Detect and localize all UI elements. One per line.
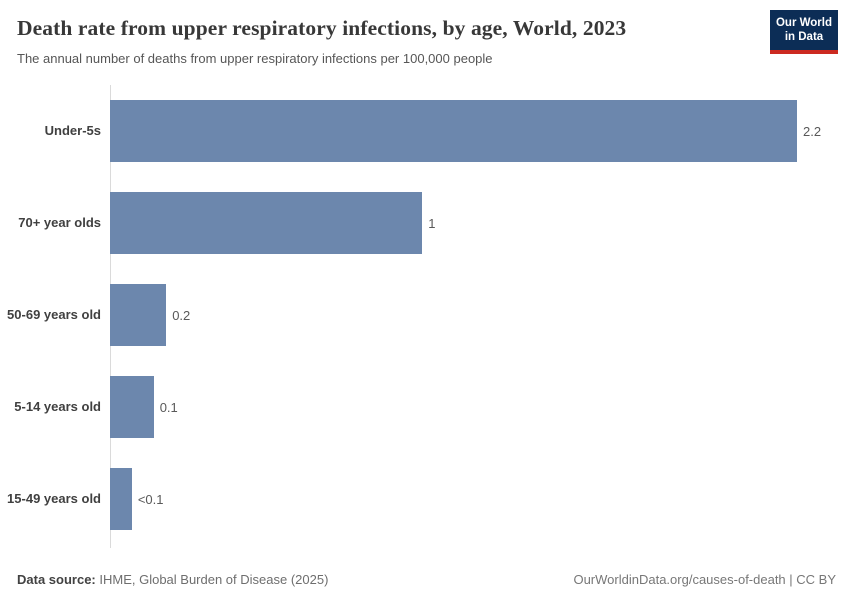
- data-source-label: Data source:: [17, 572, 96, 587]
- value-label: 0.1: [159, 399, 178, 415]
- bar[interactable]: [110, 376, 154, 438]
- bar-row: Under-5s 2.2: [0, 85, 850, 177]
- bar-track: 1: [110, 192, 797, 254]
- value-label: 2.2: [803, 123, 822, 139]
- bar-track: 0.2: [110, 284, 797, 346]
- bar[interactable]: [110, 284, 167, 346]
- value-label: 0.2: [172, 307, 191, 323]
- owid-logo[interactable]: Our World in Data: [770, 10, 838, 54]
- bar-track: <0.1: [110, 468, 797, 530]
- category-label: 5-14 years old: [14, 399, 101, 415]
- chart-title: Death rate from upper respiratory infect…: [17, 16, 627, 40]
- category-label: 15-49 years old: [7, 491, 101, 507]
- bar-row: 70+ year olds 1: [0, 177, 850, 269]
- bar[interactable]: [110, 468, 132, 530]
- data-source-value: IHME, Global Burden of Disease (2025): [95, 572, 329, 587]
- value-label: <0.1: [137, 491, 164, 507]
- chart-footer: Data source: IHME, Global Burden of Dise…: [17, 572, 836, 587]
- bar-rows: Under-5s 2.2 70+ year olds 1 50-69 years old…: [0, 85, 850, 545]
- bar-row: 50-69 years old 0.2: [0, 269, 850, 361]
- bar-track: 0.1: [110, 376, 797, 438]
- bar-track: 2.2: [110, 100, 821, 162]
- data-source: Data source: IHME, Global Burden of Dise…: [17, 572, 328, 587]
- owid-logo-line2: in Data: [784, 31, 824, 44]
- bar-chart-plot: Under-5s 2.2 70+ year olds 1 50-69 years old…: [0, 85, 850, 548]
- bar-row: 15-49 years old <0.1: [0, 453, 850, 545]
- chart-subtitle: The annual number of deaths from upper r…: [17, 50, 493, 66]
- owid-logo-line1: Our World: [775, 17, 832, 29]
- category-label: Under-5s: [44, 123, 101, 139]
- credit-link[interactable]: OurWorldinData.org/causes-of-death | CC …: [573, 572, 836, 587]
- chart-header: Death rate from upper respiratory infect…: [17, 16, 755, 68]
- bar[interactable]: [110, 192, 423, 254]
- category-label: 70+ year olds: [18, 215, 101, 231]
- value-label: 1: [428, 215, 436, 231]
- bar-row: 5-14 years old 0.1: [0, 361, 850, 453]
- category-label: 50-69 years old: [7, 307, 101, 323]
- bar[interactable]: [110, 100, 797, 162]
